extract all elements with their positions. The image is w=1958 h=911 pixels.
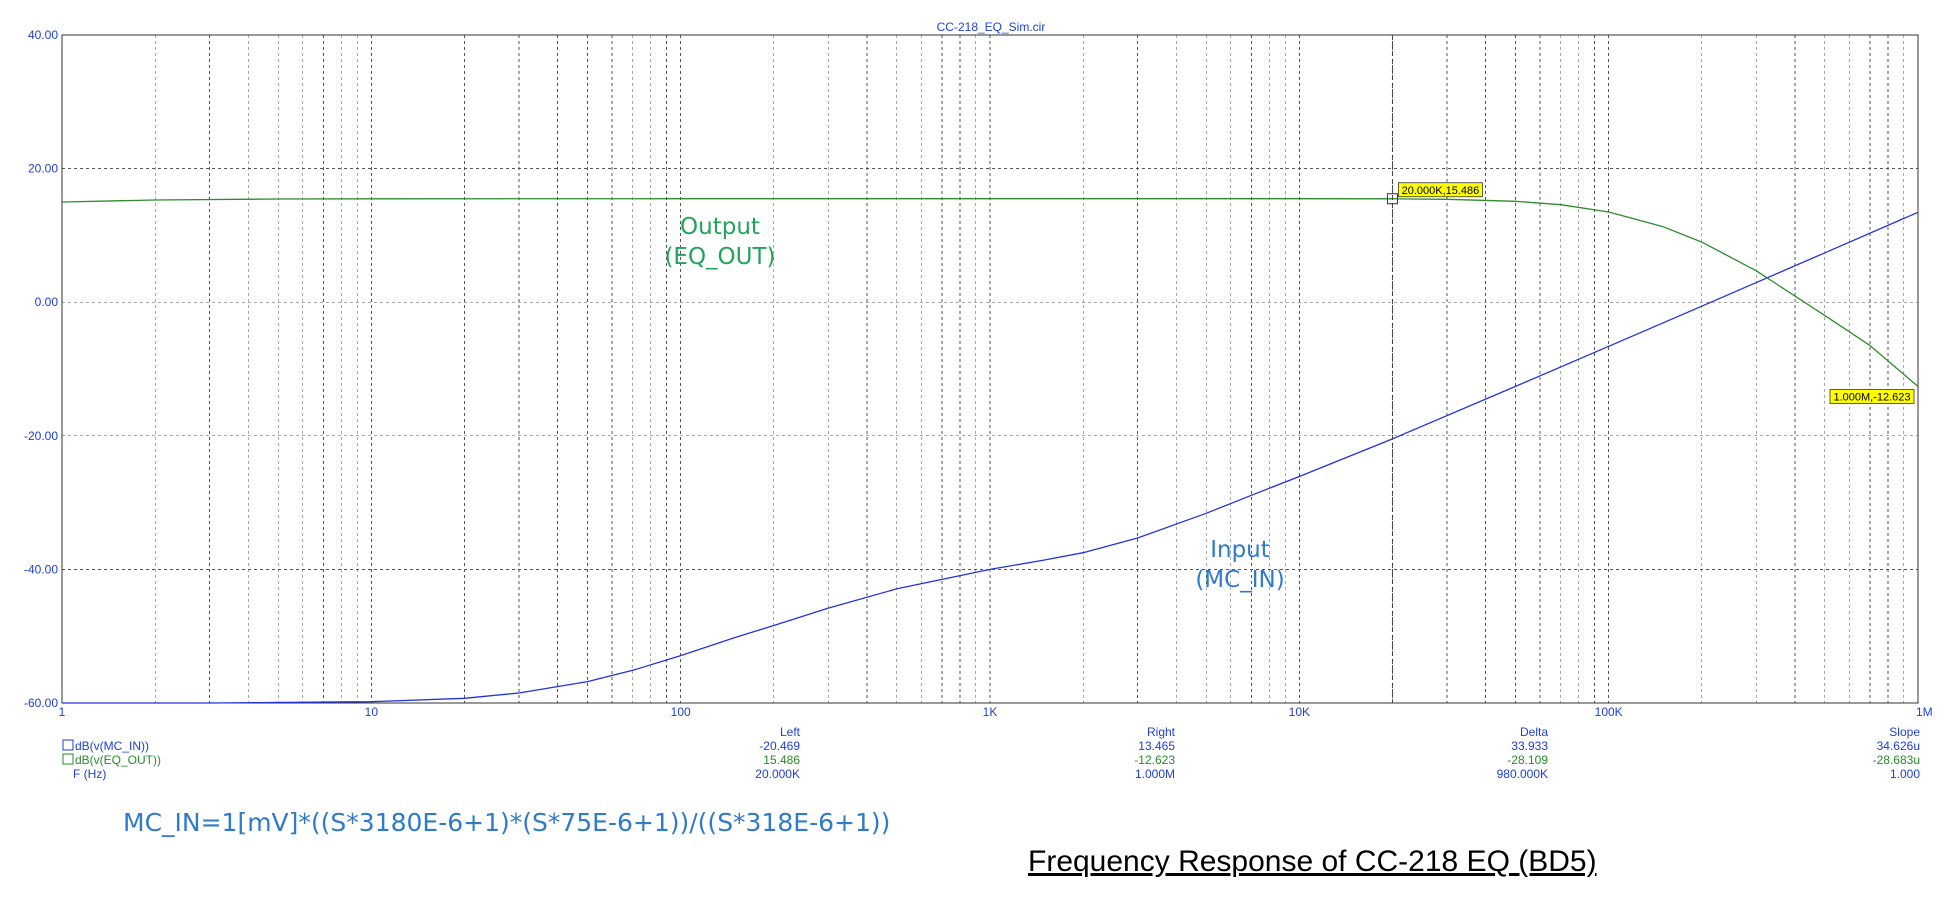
readout-value: 15.486 xyxy=(763,753,800,767)
marker-tag xyxy=(1398,182,1483,198)
x-tick-label: 1 xyxy=(59,705,66,719)
readout-row-name: F (Hz) xyxy=(73,767,106,781)
readout-value: -12.623 xyxy=(1134,753,1175,767)
readout-header: Slope xyxy=(1889,725,1920,739)
readout-row-name: dB(v(EQ_OUT)) xyxy=(75,753,161,767)
input-legend-box xyxy=(62,739,74,751)
readout-value: -28.109 xyxy=(1507,753,1548,767)
output-legend-box xyxy=(62,753,74,765)
x-tick-label: 1K xyxy=(983,705,998,719)
input-label-line2: (MC_IN) xyxy=(1195,567,1285,593)
chart-title: CC-218_EQ_Sim.cir xyxy=(937,20,1046,34)
readout-value: 1.000 xyxy=(1890,767,1920,781)
y-tick-label: -60.00 xyxy=(24,696,58,710)
y-tick-label: 40.00 xyxy=(28,28,58,42)
readout-value: 20.000K xyxy=(755,767,800,781)
output-curve xyxy=(61,198,1919,387)
input-curve-label: Input (MC_IN) xyxy=(1170,535,1310,595)
plot-markers: 20.000K,15.486 1.000M,-12.623 xyxy=(1386,35,1915,703)
input-curve xyxy=(62,211,1919,704)
readout-header: Right xyxy=(1147,725,1176,739)
y-tick-label: -40.00 xyxy=(24,562,58,576)
x-tick-label: 100 xyxy=(671,705,691,719)
plot-grid xyxy=(62,35,1918,703)
readout-value: 1.000M xyxy=(1135,767,1175,781)
y-tick-label: 20.00 xyxy=(28,162,58,176)
readout-header: Delta xyxy=(1520,725,1548,739)
cursor-readout: Left Right Delta Slope dB(v(MC_IN)) -20.469 13… xyxy=(62,725,1920,781)
readout-value: 980.000K xyxy=(1497,767,1548,781)
figure-caption: Frequency Response of CC-218 EQ (BD5) xyxy=(1028,845,1597,878)
x-tick-label: 10K xyxy=(1289,705,1310,719)
readout-value: 33.933 xyxy=(1511,739,1548,753)
marker-tag xyxy=(1829,389,1915,404)
readout-value: -20.469 xyxy=(759,739,800,753)
readout-value: 34.626u xyxy=(1877,739,1920,753)
x-tick-label: 100K xyxy=(1595,705,1623,719)
x-tick-label: 10 xyxy=(365,705,379,719)
plot-curves xyxy=(61,198,1919,704)
readout-header: Left xyxy=(780,725,801,739)
readout-row-name: dB(v(MC_IN)) xyxy=(75,739,149,753)
input-label-line1: Input xyxy=(1210,537,1270,563)
plot-frame xyxy=(61,34,1919,704)
x-tick-label: 1M xyxy=(1916,705,1933,719)
output-label-line1: Output xyxy=(680,214,760,240)
y-tick-label: 0.00 xyxy=(35,295,59,309)
marker-tag-label: 1.000M,-12.623 xyxy=(1833,392,1910,404)
transfer-function-formula: MC_IN=1[mV]*((S*3180E-6+1)*(S*75E-6+1))/… xyxy=(123,808,891,837)
output-curve-label: Output (EQ_OUT) xyxy=(650,212,790,272)
output-label-line2: (EQ_OUT) xyxy=(664,244,776,270)
y-tick-label: -20.00 xyxy=(24,429,58,443)
marker-tag-label: 20.000K,15.486 xyxy=(1402,185,1480,197)
plot-axes: 40.00 20.00 0.00 -20.00 -40.00 -60.001 10 100 1K… xyxy=(24,28,1933,719)
readout-value: -28.683u xyxy=(1873,753,1920,767)
readout-value: 13.465 xyxy=(1138,739,1175,753)
cursor-point xyxy=(1386,193,1398,205)
